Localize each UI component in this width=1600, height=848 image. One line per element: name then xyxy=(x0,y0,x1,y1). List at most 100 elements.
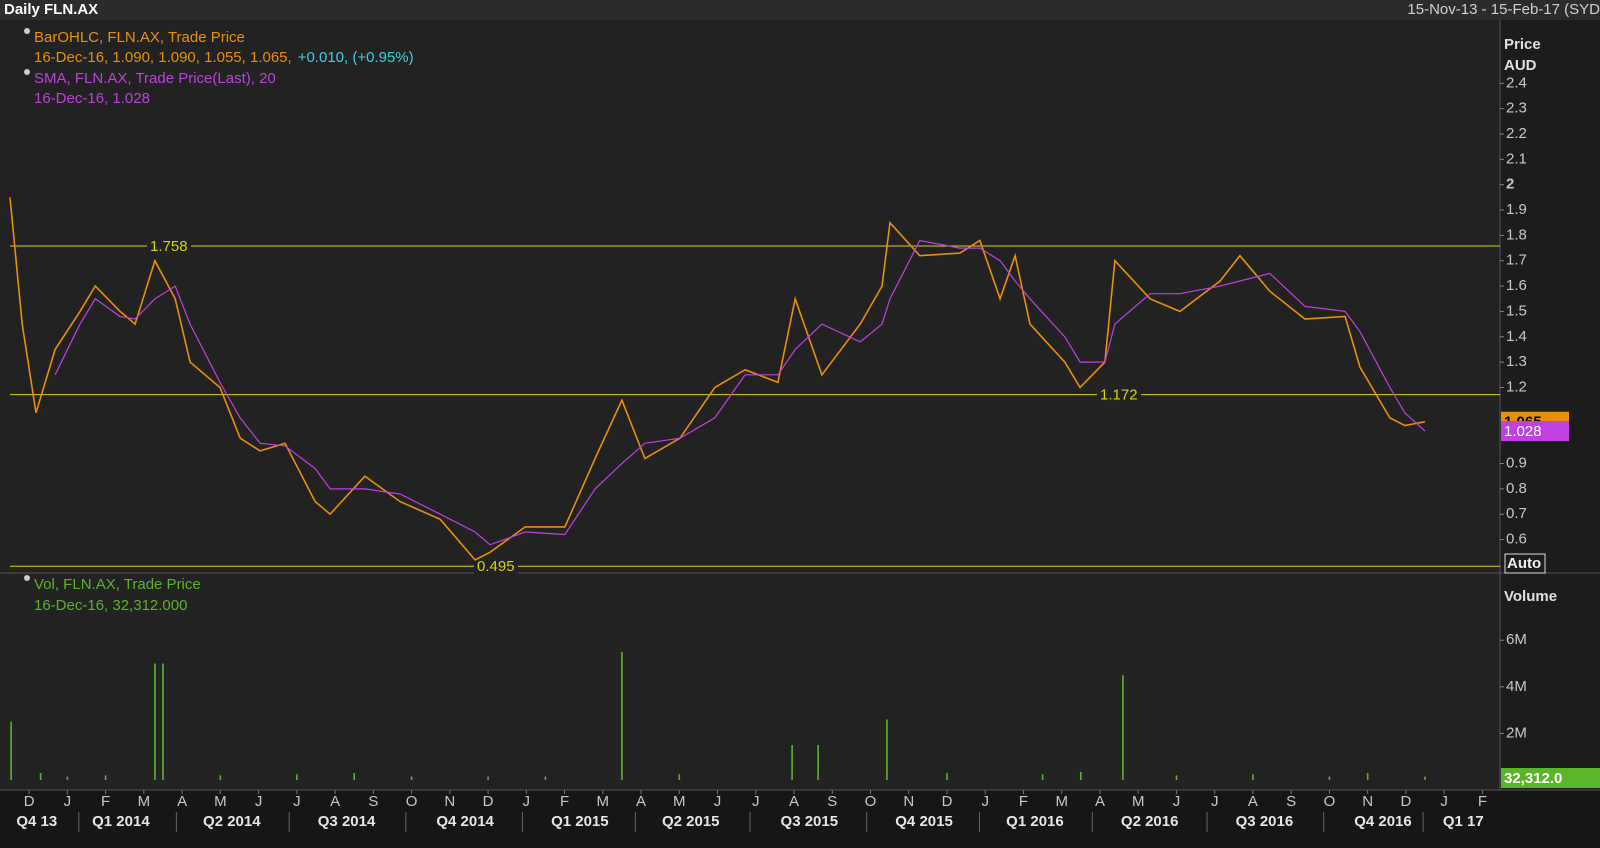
quarter-label: Q1 2014 xyxy=(92,813,150,830)
legend-dot xyxy=(24,69,30,75)
x-tick-label: D xyxy=(24,793,35,810)
x-tick-label: N xyxy=(903,793,914,810)
quarter-label: Q2 2016 xyxy=(1121,813,1179,830)
y-tick-label: 6M xyxy=(1506,631,1527,648)
y-tick-label: 1.3 xyxy=(1506,353,1527,370)
series-line xyxy=(9,197,1426,561)
volume-bar xyxy=(1328,776,1331,780)
y-tick-label: 2M xyxy=(1506,724,1527,741)
x-tick-label: O xyxy=(865,793,877,810)
last-volume-label: 32,312.0 xyxy=(1504,770,1562,787)
y-tick-label: 1.4 xyxy=(1506,328,1527,345)
y-tick-label: 2.4 xyxy=(1506,74,1527,91)
quarter-label: Q1 2015 xyxy=(551,813,609,830)
x-tick-label: F xyxy=(560,793,569,810)
level-label: 1.758 xyxy=(150,238,188,255)
x-tick-label: J xyxy=(981,793,989,810)
quarter-label: Q1 2016 xyxy=(1006,813,1064,830)
volume-bar xyxy=(66,776,69,780)
chart-title: Daily FLN.AX xyxy=(4,1,98,18)
x-tick-label: N xyxy=(1362,793,1373,810)
x-tick-label: S xyxy=(1286,793,1296,810)
x-tick-label: A xyxy=(789,793,799,810)
x-tick-label: F xyxy=(1019,793,1028,810)
x-tick-label: M xyxy=(214,793,227,810)
volume-bar xyxy=(1424,776,1426,780)
last-value-label: 1.028 xyxy=(1504,423,1542,440)
x-tick-label: J xyxy=(752,793,760,810)
x-tick-label: J xyxy=(523,793,531,810)
auto-button-label[interactable]: Auto xyxy=(1507,555,1541,572)
quarter-label: Q3 2016 xyxy=(1236,813,1294,830)
date-range: 15-Nov-13 - 15-Feb-17 (SYD xyxy=(1407,1,1600,18)
last-volume-tag xyxy=(1501,768,1600,788)
title-bar xyxy=(0,0,1600,20)
level-label-bg xyxy=(474,557,518,576)
volume-bar xyxy=(219,775,222,780)
x-tick-label: F xyxy=(1478,793,1487,810)
x-axis-band xyxy=(0,790,1600,848)
quarter-label: Q4 2015 xyxy=(895,813,953,830)
auto-button[interactable] xyxy=(1504,553,1546,574)
y-tick-label: 1.9 xyxy=(1506,201,1527,218)
x-tick-label: M xyxy=(138,793,151,810)
x-tick-label: A xyxy=(1095,793,1105,810)
legend-dot xyxy=(24,575,30,581)
x-tick-label: M xyxy=(1132,793,1145,810)
volume-bar xyxy=(621,651,623,780)
y-tick-label: 1.2 xyxy=(1506,378,1527,395)
level-label-bg xyxy=(147,237,191,256)
volume-bar xyxy=(162,663,164,780)
volume-bar xyxy=(1080,771,1082,780)
x-tick-label: J xyxy=(293,793,301,810)
y-tick-label: 0.7 xyxy=(1506,505,1527,522)
volume-bar xyxy=(1252,774,1254,780)
volume-bar xyxy=(1122,675,1124,780)
legend-entry: SMA, FLN.AX, Trade Price(Last), 20 xyxy=(34,70,276,87)
volume-bar xyxy=(791,745,793,780)
x-tick-label: J xyxy=(1211,793,1219,810)
volume-bar xyxy=(1041,774,1044,780)
volume-bar xyxy=(154,663,156,780)
quarter-label: Q4 2016 xyxy=(1354,813,1412,830)
volume-bar xyxy=(104,775,107,780)
series-line xyxy=(54,239,1426,546)
volume-bar xyxy=(1175,775,1178,780)
x-tick-label: M xyxy=(1055,793,1068,810)
x-tick-label: F xyxy=(101,793,110,810)
legend-readout: 16-Dec-16, 32,312.000 xyxy=(34,597,187,614)
y-tick-label: 0.6 xyxy=(1506,531,1527,548)
volume-bar xyxy=(487,776,489,780)
x-tick-label: J xyxy=(1173,793,1181,810)
volume-bar xyxy=(886,719,888,780)
volume-bar xyxy=(678,774,681,780)
volume-bar xyxy=(10,721,12,780)
quarter-label: Q3 2014 xyxy=(318,813,376,830)
volume-bar xyxy=(946,773,948,780)
volume-bar xyxy=(296,774,298,780)
legend-entry: BarOHLC, FLN.AX, Trade Price xyxy=(34,29,245,46)
y-tick-label: 1.5 xyxy=(1506,302,1527,319)
last-value-tag xyxy=(1501,421,1569,442)
legend-dot xyxy=(24,28,30,34)
x-tick-label: N xyxy=(444,793,455,810)
x-tick-label: A xyxy=(1248,793,1258,810)
x-tick-label: D xyxy=(1400,793,1411,810)
x-tick-label: A xyxy=(177,793,187,810)
volume-bar xyxy=(39,773,42,780)
y-tick-label: 0.9 xyxy=(1506,455,1527,472)
quarter-label: Q2 2014 xyxy=(203,813,261,830)
axis-title: Volume xyxy=(1504,588,1557,605)
x-tick-label: S xyxy=(368,793,378,810)
y-tick-label: 1.7 xyxy=(1506,252,1527,269)
axis-unit: AUD xyxy=(1504,57,1537,74)
volume-bar xyxy=(544,776,547,780)
legend-readout: 16-Dec-16, 1.090, 1.090, 1.055, 1.065, xyxy=(34,49,292,66)
x-tick-label: A xyxy=(636,793,646,810)
x-tick-label: S xyxy=(827,793,837,810)
y-tick-label: 1.6 xyxy=(1506,277,1527,294)
quarter-label: Q4 2014 xyxy=(436,813,494,830)
